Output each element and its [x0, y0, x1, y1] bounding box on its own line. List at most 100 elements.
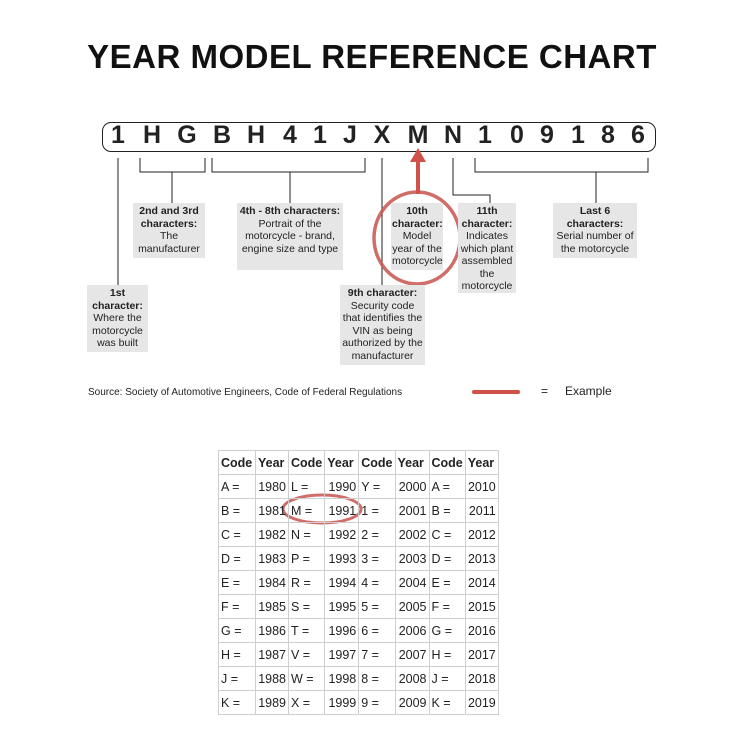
code-cell: 2 =	[358, 522, 396, 547]
label-1st: 1st character: Where the motorcycle was b…	[87, 285, 148, 352]
column-header: Code	[428, 450, 466, 475]
code-cell: V =	[287, 642, 326, 667]
code-cell: 5 =	[358, 594, 396, 619]
vin-character: H	[246, 121, 266, 149]
code-cell: 9 =	[358, 690, 396, 715]
code-cell: H =	[428, 642, 466, 667]
year-cell: 1994	[324, 570, 360, 595]
code-cell: H =	[218, 642, 256, 667]
table-row: B = 1981 M = 1991 1 = 2001 B = 2011	[218, 498, 499, 523]
year-cell: 1988	[255, 666, 289, 691]
table-row: K = 1989 X = 1999 9 = 2009 K = 2019	[218, 690, 499, 715]
code-cell: L =	[287, 474, 326, 499]
code-cell: T =	[287, 618, 326, 643]
code-cell: W =	[287, 666, 326, 691]
vin-character: 8	[601, 121, 615, 149]
code-cell: C =	[428, 522, 466, 547]
year-cell: 2007	[394, 642, 430, 667]
year-cell: 1998	[324, 666, 360, 691]
table-row: C = 1982 N = 1992 2 = 2002 C = 2012	[218, 522, 499, 547]
column-header: Code	[218, 450, 256, 475]
year-cell: 1995	[324, 594, 360, 619]
year-cell: 2012	[464, 522, 499, 547]
code-cell: B =	[218, 498, 256, 523]
code-cell: E =	[428, 570, 466, 595]
code-cell: 4 =	[358, 570, 396, 595]
column-header: Year	[255, 450, 289, 475]
vin-character: 1	[571, 121, 585, 149]
vin-box	[102, 122, 656, 152]
vin-character: 1	[111, 121, 125, 149]
legend-label: Example	[565, 384, 612, 398]
table-row: E = 1984 R = 1994 4 = 2004 E = 2014	[218, 570, 499, 595]
vin-character: 9	[540, 121, 554, 149]
year-cell: 2018	[464, 666, 499, 691]
column-header: Year	[394, 450, 430, 475]
year-cell: 1990	[324, 474, 360, 499]
year-cell: 1999	[324, 690, 360, 715]
bracket-11th	[452, 158, 491, 203]
code-cell: N =	[287, 522, 326, 547]
year-cell: 1981	[255, 498, 289, 523]
code-cell: J =	[428, 666, 466, 691]
code-cell: J =	[218, 666, 256, 691]
vin-character: H	[142, 121, 162, 149]
code-cell: R =	[287, 570, 326, 595]
year-cell: 2016	[464, 618, 499, 643]
vin-character: 1	[478, 121, 492, 149]
code-cell: P =	[287, 546, 326, 571]
label-last6: Last 6 characters: Serial number of the m…	[553, 203, 637, 258]
label-2nd-3rd: 2nd and 3rd characters: The manufacturer	[133, 203, 205, 258]
year-cell: 1987	[255, 642, 289, 667]
code-cell: 8 =	[358, 666, 396, 691]
code-cell: K =	[428, 690, 466, 715]
bracket-4th-8th	[211, 158, 366, 203]
table-row: J = 1988 W = 1998 8 = 2008 J = 2018	[218, 666, 499, 691]
vin-character: J	[343, 121, 357, 149]
bracket-2nd-3rd	[139, 158, 206, 203]
code-cell: G =	[428, 618, 466, 643]
table-row: D = 1983 P = 1993 3 = 2003 D = 2013	[218, 546, 499, 571]
year-cell: 2019	[464, 690, 499, 715]
year-cell: 1984	[255, 570, 289, 595]
year-cell: 1980	[255, 474, 289, 499]
year-cell: 1993	[324, 546, 360, 571]
code-cell: 7 =	[358, 642, 396, 667]
year-cell: 2001	[394, 498, 430, 523]
code-cell: C =	[218, 522, 256, 547]
vin-character: 6	[631, 121, 645, 149]
year-cell: 1996	[324, 618, 360, 643]
table-row: A = 1980 L = 1990 Y = 2000 A = 2010	[218, 474, 499, 499]
label-4th-8th: 4th - 8th characters: Portrait of the mot…	[237, 203, 343, 270]
code-cell: 3 =	[358, 546, 396, 571]
code-cell: Y =	[358, 474, 396, 499]
vin-character: B	[212, 121, 232, 149]
year-cell: 2005	[394, 594, 430, 619]
year-cell: 1989	[255, 690, 289, 715]
year-cell: 2011	[464, 498, 499, 523]
year-cell: 2017	[464, 642, 499, 667]
year-cell: 2009	[394, 690, 430, 715]
vin-character: G	[177, 121, 197, 149]
code-cell: F =	[428, 594, 466, 619]
code-cell: F =	[218, 594, 256, 619]
vin-character: M	[407, 121, 429, 149]
code-cell: A =	[428, 474, 466, 499]
year-cell: 2002	[394, 522, 430, 547]
column-header: Year	[464, 450, 499, 475]
code-cell: E =	[218, 570, 256, 595]
legend-equals: =	[541, 384, 549, 398]
vin-character: 0	[510, 121, 524, 149]
year-cell: 1986	[255, 618, 289, 643]
vin-character: N	[443, 121, 463, 149]
year-cell: 2014	[464, 570, 499, 595]
year-cell: 2003	[394, 546, 430, 571]
page-title: YEAR MODEL REFERENCE CHART	[87, 38, 657, 75]
vin-character: 1	[313, 121, 327, 149]
table-row: F = 1985 S = 1995 5 = 2005 F = 2015	[218, 594, 499, 619]
label-10th: 10th character: Model year of the motorcy…	[391, 203, 443, 270]
year-code-table: Code Year Code Year Code Year Code Year A = 1980…	[218, 450, 499, 715]
year-cell: 2008	[394, 666, 430, 691]
year-cell: 1982	[255, 522, 289, 547]
